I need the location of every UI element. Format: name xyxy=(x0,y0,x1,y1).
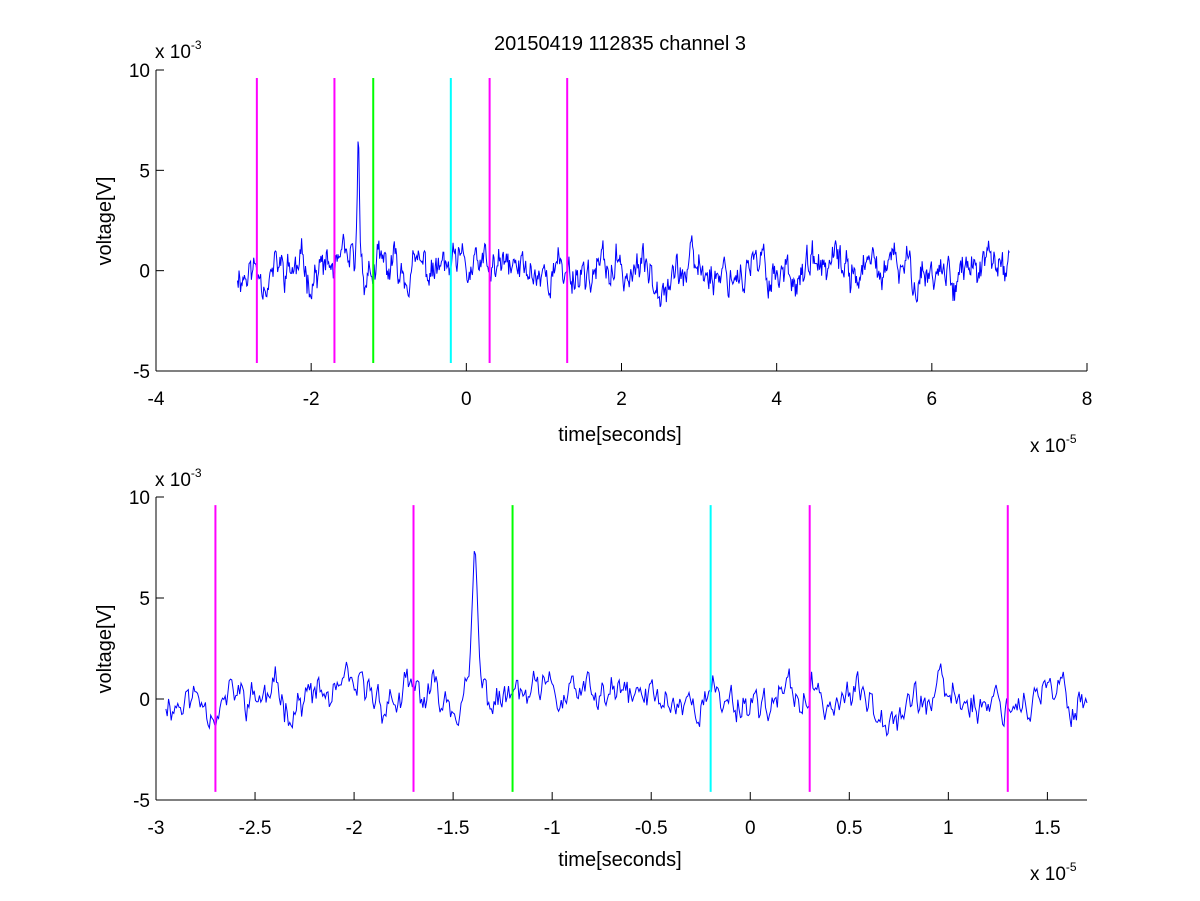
top-y-axis-label: voltage[V] xyxy=(94,177,116,266)
top-x-tick-label: 0 xyxy=(461,389,472,410)
bottom-x-tick-label: -3 xyxy=(148,818,165,839)
top-axes: -4 -2 0 2 4 6 8 -5 0 5 10 20150419 112835 channel… xyxy=(94,33,1092,457)
bottom-y-multiplier: x 10-3 xyxy=(155,466,202,491)
top-y-tick-label: 5 xyxy=(139,161,150,182)
bottom-y-axis-label: voltage[V] xyxy=(94,605,116,694)
top-y-multiplier-base: x 10 xyxy=(155,42,191,63)
bottom-traces xyxy=(165,551,1088,737)
top-x-tick-label: 6 xyxy=(927,389,938,410)
bottom-frame xyxy=(155,497,1087,801)
bottom-x-tick-label: 0.5 xyxy=(836,818,862,839)
bottom-x-tick-label: -1 xyxy=(544,818,561,839)
bottom-y-tick-label: -5 xyxy=(133,791,150,812)
bottom-x-multiplier: x 10-5 xyxy=(1030,860,1077,885)
top-x-multiplier: x 10-5 xyxy=(1030,432,1077,457)
bottom-x-tick-label: -1.5 xyxy=(437,818,470,839)
bottom-y-tick-label: 5 xyxy=(139,589,150,610)
bottom-x-axis-label: time[seconds] xyxy=(558,849,681,871)
bottom-x-multiplier-exponent: -5 xyxy=(1066,860,1077,874)
top-y-tick-label: 0 xyxy=(139,262,150,283)
bottom-x-tick-label: -2 xyxy=(346,818,363,839)
bottom-x-tick-label: -2.5 xyxy=(239,818,272,839)
top-y-ticks: -5 0 5 10 xyxy=(129,61,164,383)
top-y-tick-label: -5 xyxy=(133,362,150,383)
bottom-y-multiplier-exponent: -3 xyxy=(191,466,202,480)
top-y-tick-label: 10 xyxy=(129,61,150,82)
top-x-multiplier-base: x 10 xyxy=(1030,436,1066,457)
bottom-axes: -3 -2.5 -2 -1.5 -1 -0.5 0 0.5 1 1.5 -5 0 5 10 time[s… xyxy=(94,466,1088,885)
bottom-x-tick-label: 1.5 xyxy=(1034,818,1060,839)
bottom-y-tick-label: 0 xyxy=(139,690,150,711)
top-x-axis-label: time[seconds] xyxy=(558,424,681,446)
chart-title: 20150419 112835 channel 3 xyxy=(494,33,746,55)
top-x-tick-label: -2 xyxy=(303,389,320,410)
bottom-x-tick-label: -0.5 xyxy=(635,818,668,839)
top-traces xyxy=(236,141,1010,308)
bottom-y-ticks: -5 0 5 10 xyxy=(129,488,164,812)
bottom-x-ticks: -3 -2.5 -2 -1.5 -1 -0.5 0 0.5 1 1.5 xyxy=(148,792,1061,839)
bottom-markers xyxy=(214,505,1009,792)
top-x-tick-label: 8 xyxy=(1082,389,1093,410)
top-x-tick-label: 2 xyxy=(616,389,627,410)
bottom-y-tick-label: 10 xyxy=(129,488,150,509)
bottom-signal-line xyxy=(165,551,1088,737)
top-x-tick-label: -4 xyxy=(148,389,165,410)
top-x-ticks: -4 -2 0 2 4 6 8 xyxy=(148,363,1093,410)
top-y-multiplier-exponent: -3 xyxy=(191,38,202,52)
top-y-multiplier: x 10-3 xyxy=(155,38,202,63)
bottom-x-tick-label: 1 xyxy=(943,818,954,839)
bottom-x-multiplier-base: x 10 xyxy=(1030,864,1066,885)
bottom-y-multiplier-base: x 10 xyxy=(155,470,191,491)
top-markers xyxy=(255,78,569,363)
bottom-x-tick-label: 0 xyxy=(745,818,756,839)
top-signal-line xyxy=(236,141,1010,308)
top-x-multiplier-exponent: -5 xyxy=(1066,432,1077,446)
top-x-tick-label: 4 xyxy=(771,389,782,410)
